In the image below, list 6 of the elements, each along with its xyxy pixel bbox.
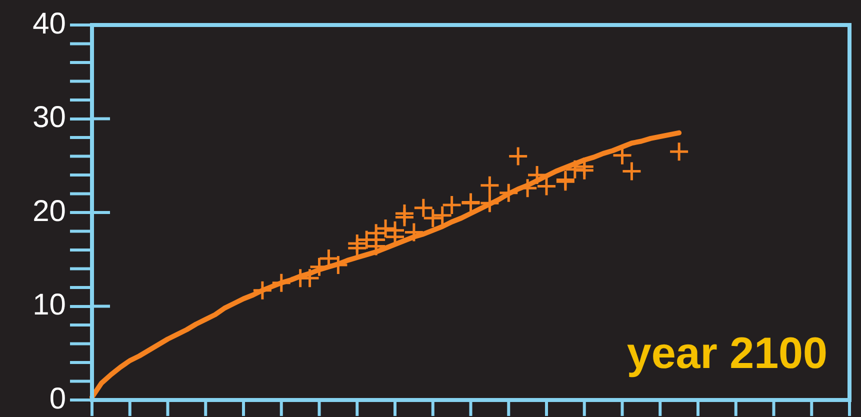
- y-tick-label: 40: [32, 7, 66, 40]
- y-tick-label: 30: [32, 101, 66, 134]
- y-tick-label: 20: [32, 194, 66, 228]
- y-tick-label: 0: [49, 382, 66, 416]
- annotation: year 2100: [626, 329, 828, 378]
- y-tick-label: 10: [32, 288, 66, 322]
